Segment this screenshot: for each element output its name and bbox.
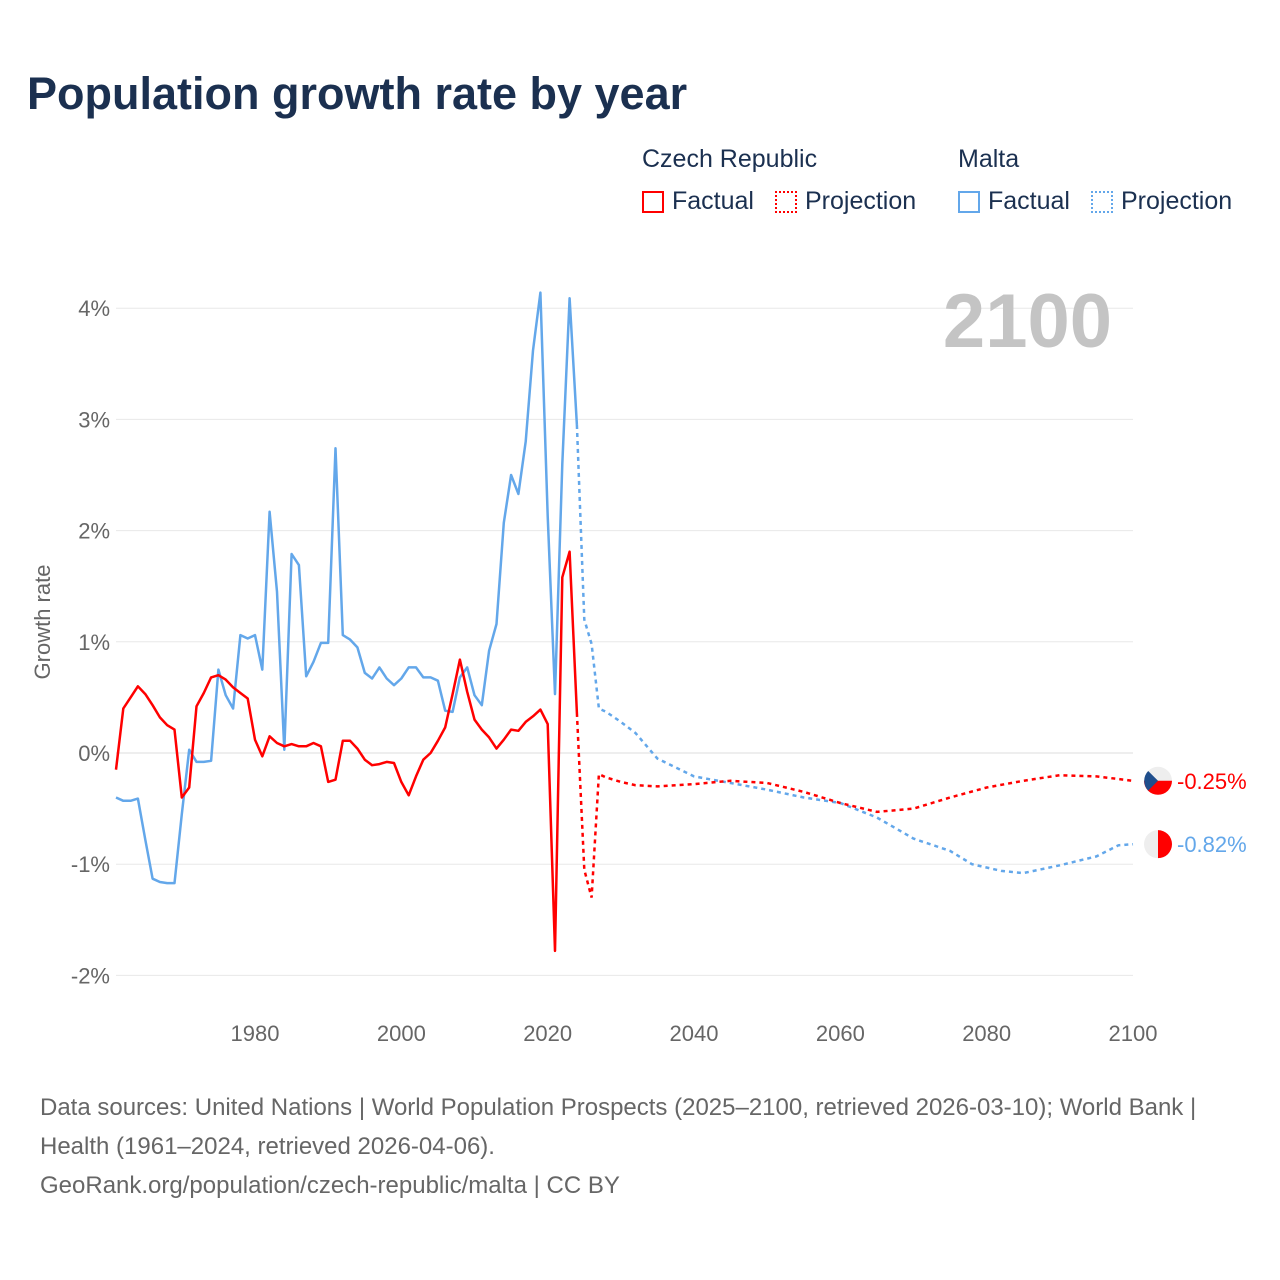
y-tick-label: 4% bbox=[78, 296, 110, 321]
x-tick-label: 2080 bbox=[962, 1021, 1011, 1046]
data-sources: Data sources: United Nations | World Pop… bbox=[40, 1094, 1197, 1160]
legend-label: Factual bbox=[672, 187, 754, 215]
x-tick-label: 2040 bbox=[670, 1021, 719, 1046]
y-tick-label: -1% bbox=[71, 852, 110, 877]
current-year-label: 2100 bbox=[942, 279, 1112, 364]
line-malta-projection bbox=[575, 424, 1134, 875]
x-tick-label: 1980 bbox=[231, 1021, 280, 1046]
x-tick-label: 2020 bbox=[523, 1021, 572, 1046]
legend-czech-factual[interactable]: Factual bbox=[642, 187, 754, 216]
flag-czech-blue bbox=[1144, 771, 1158, 791]
legend-swatch bbox=[642, 190, 664, 213]
legend-label: Factual bbox=[988, 187, 1070, 215]
x-tick-label: 2000 bbox=[377, 1021, 426, 1046]
x-tick-label: 2100 bbox=[1109, 1021, 1158, 1046]
line-czech-republic-projection bbox=[575, 712, 1134, 898]
chart-title: Population growth rate by year bbox=[27, 68, 688, 119]
credit-link[interactable]: GeoRank.org/population/czech-republic/ma… bbox=[40, 1172, 620, 1199]
end-label-malta: -0.82% bbox=[1177, 832, 1247, 857]
legend-group-malta: Malta bbox=[958, 145, 1020, 173]
legend-swatch bbox=[775, 190, 797, 213]
y-axis-label: Growth rate bbox=[30, 565, 55, 680]
legend-swatch bbox=[1091, 190, 1113, 213]
legend-malta-factual[interactable]: Factual bbox=[958, 187, 1070, 216]
y-tick-label: 3% bbox=[78, 407, 110, 432]
y-tick-label: 1% bbox=[78, 630, 110, 655]
y-tick-label: -2% bbox=[71, 963, 110, 988]
x-tick-label: 2060 bbox=[816, 1021, 865, 1046]
legend-group-czech: Czech Republic bbox=[642, 145, 818, 173]
y-tick-label: 2% bbox=[78, 519, 110, 544]
footer: Data sources: United Nations | World Pop… bbox=[40, 1088, 1230, 1205]
legend-swatch bbox=[958, 190, 980, 213]
line-czech-republic-factual bbox=[114, 550, 579, 953]
legend-label: Projection bbox=[805, 187, 917, 215]
y-tick-label: 0% bbox=[78, 741, 110, 766]
legend-label: Projection bbox=[1121, 187, 1233, 215]
flag-malta-red bbox=[1158, 830, 1172, 859]
legend-malta-projection[interactable]: Projection bbox=[1091, 187, 1232, 216]
end-label-czech-republic: -0.25% bbox=[1177, 769, 1247, 794]
legend-czech-projection[interactable]: Projection bbox=[775, 187, 916, 216]
